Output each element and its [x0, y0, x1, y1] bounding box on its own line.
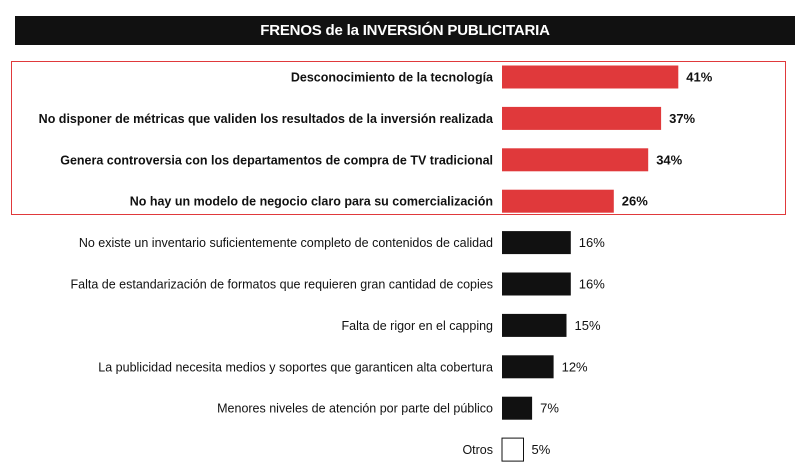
bar [502, 148, 649, 172]
value-label: 34% [656, 152, 682, 167]
bar [502, 396, 533, 420]
value-label: 7% [540, 401, 559, 416]
value-label: 16% [579, 277, 605, 292]
category-label: Otros [462, 443, 493, 457]
category-label: Desconocimiento de la tecnología [291, 71, 494, 85]
category-label: No disponer de métricas que validen los … [39, 112, 494, 126]
value-label: 37% [669, 111, 695, 126]
value-label: 12% [562, 359, 588, 374]
chart-title: FRENOS de la INVERSIÓN PUBLICITARIA [15, 16, 795, 45]
value-label: 5% [532, 442, 551, 457]
value-label: 41% [686, 70, 712, 85]
category-label: No hay un modelo de negocio claro para s… [130, 195, 493, 209]
category-label: Menores niveles de atención por parte de… [217, 402, 493, 416]
category-label: La publicidad necesita medios y soportes… [98, 360, 493, 374]
value-label: 15% [575, 318, 601, 333]
bar [502, 231, 571, 255]
value-label: 26% [622, 194, 648, 209]
bar [502, 355, 554, 379]
value-label: 16% [579, 235, 605, 250]
bar [502, 313, 567, 337]
highlight-box [11, 61, 786, 215]
bar [502, 272, 571, 296]
bar [502, 189, 614, 213]
category-label: Genera controversia con los departamento… [60, 153, 493, 167]
bar [502, 65, 679, 89]
bar [501, 437, 524, 462]
bar [502, 106, 662, 130]
category-label: Falta de rigor en el capping [342, 319, 494, 333]
category-label: No existe un inventario suficientemente … [79, 236, 493, 250]
category-label: Falta de estandarización de formatos que… [71, 278, 494, 292]
